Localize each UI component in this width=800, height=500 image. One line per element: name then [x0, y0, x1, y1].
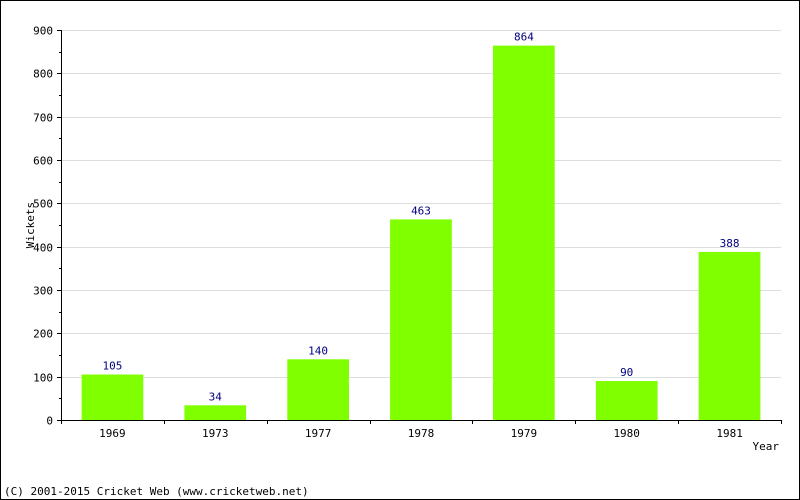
bar-1981: [698, 251, 761, 420]
y-tick-label: 400: [33, 242, 53, 255]
y-tick-label: 0: [46, 415, 53, 428]
bar-1978: [390, 219, 452, 420]
y-tick-label: 200: [33, 328, 53, 341]
x-tick-label: 1969: [99, 427, 126, 440]
value-label: 463: [411, 204, 431, 217]
y-axis-ticks: 0 100 200 300 400 500 600 700 800 900: [33, 25, 61, 428]
bar-1977: [287, 359, 349, 420]
value-label: 388: [720, 237, 740, 250]
x-axis-title: Year: [753, 440, 780, 453]
value-labels: 105 34 140 463 864 90 388: [102, 31, 739, 404]
copyright-footer: (C) 2001-2015 Cricket Web (www.cricketwe…: [4, 485, 309, 498]
x-tick-label: 1979: [511, 427, 538, 440]
value-label: 864: [514, 31, 534, 44]
value-label: 90: [620, 366, 633, 379]
y-tick-label: 100: [33, 372, 53, 385]
x-tick-label: 1980: [613, 427, 640, 440]
x-axis-ticks: 1969 1973 1977 1978 1979 1980 1981: [99, 420, 782, 440]
x-tick-label: 1973: [202, 427, 229, 440]
y-tick-label: 300: [33, 285, 53, 298]
x-tick-label: 1981: [716, 427, 743, 440]
bar-1980: [595, 381, 658, 420]
y-tick-label: 500: [33, 198, 53, 211]
y-tick-label: 900: [33, 25, 53, 38]
bar-1979: [493, 45, 555, 420]
value-label: 34: [209, 390, 223, 403]
grid-lines: [61, 30, 781, 378]
axes: [61, 30, 781, 424]
x-tick-label: 1977: [305, 427, 332, 440]
y-tick-label: 600: [33, 155, 53, 168]
y-axis-title: Wickets: [24, 202, 37, 248]
value-label: 140: [308, 344, 328, 357]
y-tick-label: 800: [33, 68, 53, 81]
x-tick-label: 1978: [408, 427, 435, 440]
bars: [81, 45, 761, 420]
value-label: 105: [102, 360, 122, 373]
bar-1973: [184, 405, 247, 420]
y-tick-label: 700: [33, 112, 53, 125]
bar-1969: [81, 374, 144, 420]
